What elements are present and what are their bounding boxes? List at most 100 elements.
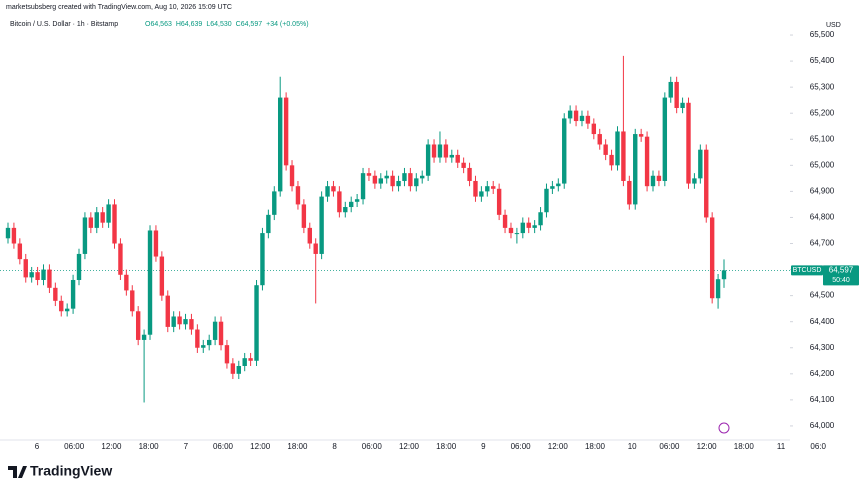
candle [319, 191, 324, 260]
candle [567, 105, 573, 124]
candle [11, 222, 17, 249]
candle [704, 144, 709, 223]
candle [709, 212, 715, 304]
candle-body [224, 345, 230, 364]
candle-body [106, 204, 111, 223]
candle [23, 253, 28, 283]
candle-body [609, 154, 614, 166]
brand: TradingView [30, 463, 112, 479]
candle [301, 199, 307, 234]
candle-body [668, 81, 673, 98]
candle [449, 149, 455, 163]
candle [532, 220, 537, 234]
candle-body [390, 175, 395, 187]
y-tick-label: 64,800 [810, 213, 835, 222]
candle-body [331, 186, 336, 192]
candle-body [112, 204, 117, 244]
candle-body [437, 144, 443, 158]
candle [597, 128, 602, 150]
candle-body [53, 287, 58, 301]
candle [354, 193, 360, 208]
candle [520, 217, 526, 239]
x-tick-label: 12:00 [101, 442, 122, 451]
candle [337, 186, 342, 218]
candle-body [206, 339, 212, 346]
candle [467, 162, 472, 187]
x-tick-label: 06:00 [511, 442, 532, 451]
candle [579, 110, 585, 127]
candle-body [313, 243, 318, 254]
candle [420, 170, 425, 184]
candle-body [289, 165, 295, 187]
candle-body [562, 118, 567, 184]
x-tick-label: 12:00 [399, 442, 420, 451]
candle-body [420, 175, 425, 179]
candle [17, 238, 23, 265]
candle-body [159, 256, 165, 296]
x-tick-label: 06:00 [213, 442, 234, 451]
candle-body [212, 321, 218, 340]
candle-body [491, 186, 496, 189]
candle-body [627, 180, 632, 205]
candle [491, 180, 496, 194]
candle [295, 180, 301, 210]
event-icon[interactable] [718, 422, 730, 434]
candle [544, 183, 549, 218]
y-tick-label: 64,300 [810, 343, 835, 352]
candle [621, 55, 626, 187]
candle [230, 358, 236, 380]
candle [248, 352, 253, 366]
candle-body [591, 123, 597, 135]
y-tick-label: 64,900 [810, 187, 835, 196]
candle [224, 339, 230, 369]
candle-body [567, 110, 573, 119]
candle [195, 324, 200, 353]
candle [686, 97, 691, 189]
candle [189, 313, 194, 335]
candle [461, 157, 466, 174]
candle-body [597, 134, 602, 145]
candle [431, 139, 437, 163]
candle-body [171, 316, 176, 327]
candle [650, 170, 656, 192]
candle-body [325, 186, 330, 197]
candle-body [277, 97, 283, 192]
candle [277, 76, 283, 197]
y-tick-label: 65,100 [810, 134, 835, 143]
candle-body [236, 365, 241, 374]
candle [141, 329, 147, 403]
y-tick-label: 64,700 [810, 239, 835, 248]
candle [106, 199, 111, 228]
candle-body [402, 173, 407, 181]
candle-body [135, 311, 141, 340]
x-tick-label: 12:00 [697, 442, 718, 451]
candle-body [556, 183, 561, 187]
candle-body [650, 175, 656, 187]
candle-body [266, 214, 271, 234]
candle [124, 269, 129, 296]
candle-body [538, 212, 543, 226]
candle [455, 149, 460, 168]
ohlc-value: +34 (+0.05%) [266, 21, 308, 28]
candle-body [496, 188, 502, 215]
candle-body [431, 144, 437, 158]
candle-body [585, 115, 591, 124]
candle [94, 207, 99, 234]
candle [692, 173, 697, 189]
x-tick-label: 06:00 [362, 442, 383, 451]
candle-body [254, 285, 259, 361]
candle [372, 170, 378, 189]
x-tick-label: 11 [777, 442, 786, 451]
candle-body [337, 191, 342, 213]
countdown: 50:40 [832, 277, 850, 284]
candle-body [218, 321, 224, 346]
candle [538, 207, 543, 231]
candle [112, 199, 117, 249]
candle-body [100, 212, 105, 223]
y-tick-label: 64,000 [810, 421, 835, 430]
x-tick-label: 18:00 [585, 442, 606, 451]
candle [615, 126, 620, 171]
candle-body [242, 358, 247, 366]
ohlc-value: L64,530 [206, 21, 231, 28]
candle-body [644, 136, 650, 187]
